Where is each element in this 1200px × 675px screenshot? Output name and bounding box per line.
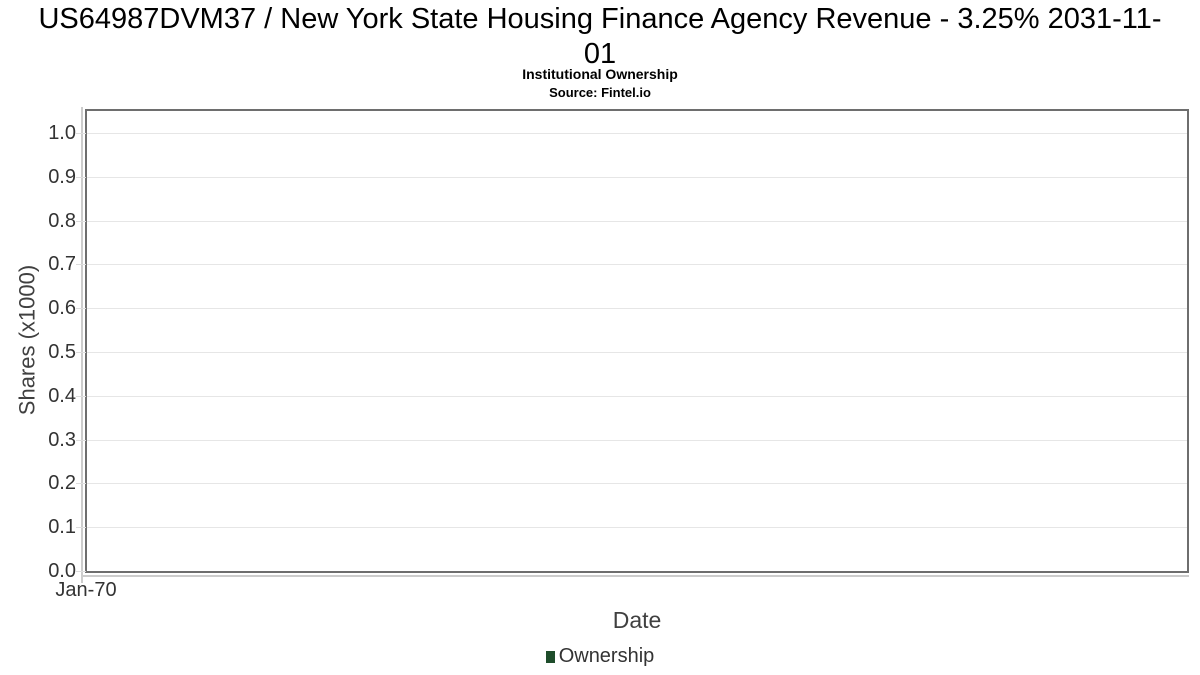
- y-tick-label: 0.9: [48, 165, 76, 188]
- legend-square-marker-icon: [545, 650, 555, 663]
- y-tick-label: 0.3: [48, 428, 76, 451]
- y-tick-label: 1.0: [48, 121, 76, 144]
- y-axis-title: Shares (x1000): [14, 264, 40, 416]
- legend-label: Ownership: [558, 645, 655, 667]
- gridline: [87, 264, 1187, 266]
- y-tick-label: 0.1: [48, 516, 76, 539]
- chart-title: US64987DVM37 / New York State Housing Fi…: [38, 3, 1162, 70]
- y-tick-mark: [76, 571, 86, 572]
- y-axis-line: [81, 107, 83, 583]
- plot-area: [85, 109, 1189, 573]
- y-tick-label: 0.0: [48, 560, 76, 582]
- gridline: [87, 176, 1187, 178]
- y-tick-mark: [76, 264, 86, 266]
- y-tick-mark: [76, 308, 86, 310]
- y-tick-label: 0.6: [48, 297, 76, 320]
- y-tick-mark: [76, 527, 86, 529]
- y-tick-mark: [76, 176, 86, 178]
- gridline: [87, 351, 1187, 353]
- y-tick-label: 0.7: [48, 253, 76, 276]
- y-tick-mark: [76, 395, 86, 397]
- gridline: [87, 220, 1187, 222]
- legend-item-ownership[interactable]: Ownership: [545, 645, 655, 668]
- gridline: [87, 308, 1187, 310]
- x-tick-label: Jan-70: [55, 579, 117, 601]
- chart-subtitle: Institutional Ownership: [522, 66, 678, 82]
- y-tick-label: 0.2: [48, 472, 76, 495]
- legend: Ownership: [0, 645, 1200, 668]
- y-tick-mark: [76, 220, 86, 222]
- y-tick-label: 0.8: [48, 209, 76, 232]
- chart-source-credit: Source: Fintel.io: [549, 85, 651, 100]
- y-tick-mark: [76, 351, 86, 353]
- x-axis-title: Date: [612, 607, 662, 633]
- y-tick-mark: [76, 132, 86, 134]
- gridline: [87, 527, 1187, 529]
- x-axis-line: [81, 575, 1189, 577]
- gridline: [87, 483, 1187, 485]
- gridline: [87, 395, 1187, 397]
- y-tick-mark: [76, 439, 86, 441]
- gridline: [87, 439, 1187, 441]
- y-tick-label: 0.5: [48, 340, 76, 363]
- y-tick-label: 0.4: [48, 384, 76, 407]
- y-tick-mark: [76, 483, 86, 485]
- gridline: [87, 132, 1187, 134]
